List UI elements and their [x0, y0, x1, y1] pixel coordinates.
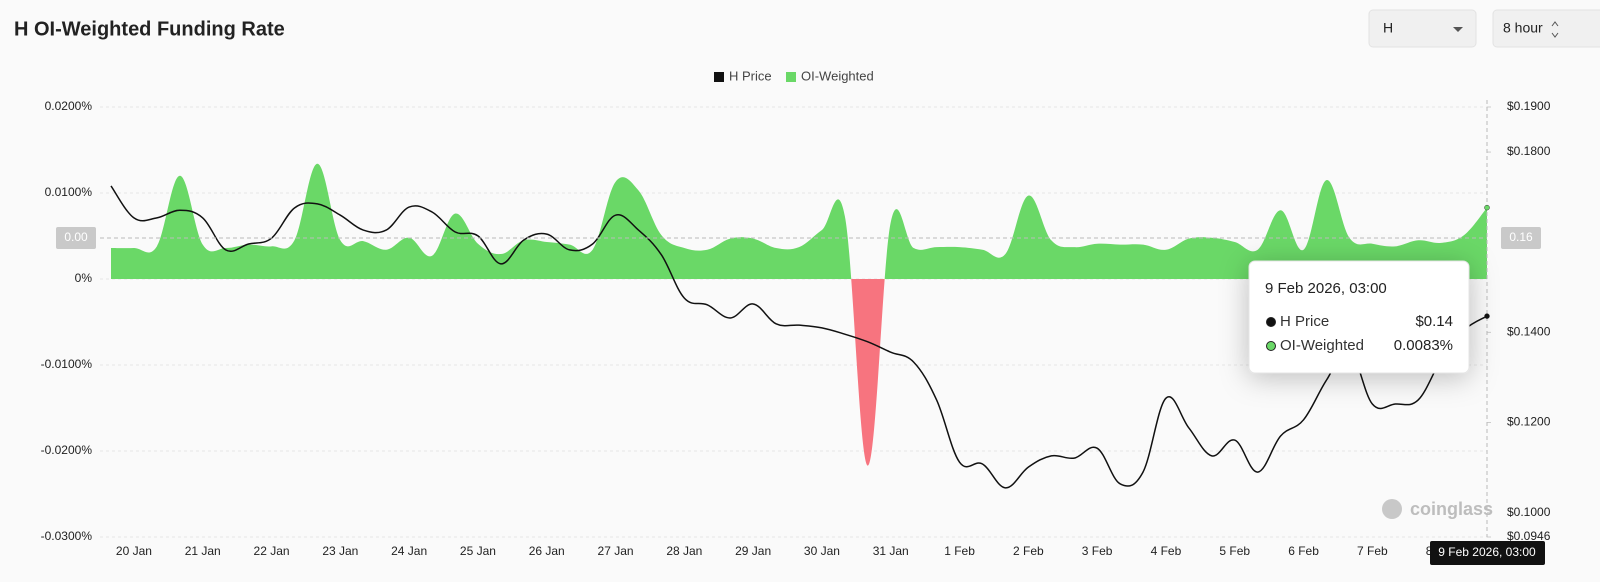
coin-select[interactable] [1368, 9, 1477, 48]
x-tick-label: 21 Jan [185, 544, 221, 558]
crosshair-x-label: 9 Feb 2026, 03:00 [1438, 545, 1536, 559]
x-tick-label: 23 Jan [322, 544, 358, 558]
x-tick-label: 24 Jan [391, 544, 427, 558]
y2-tick-label: $0.1200 [1507, 415, 1551, 429]
hover-dot [1484, 204, 1490, 211]
crosshair-y-label: 0.00 [64, 230, 88, 244]
tooltip-name: H Price [1280, 313, 1329, 330]
y2-tick-label: $0.1400 [1507, 325, 1551, 339]
y2-tick-label: $0.1000 [1507, 505, 1551, 519]
x-tick-label: 3 Feb [1082, 544, 1113, 558]
y-tick-label: 0.0200% [45, 99, 93, 113]
x-tick-label: 28 Jan [666, 544, 702, 558]
watermark: coinglass [1410, 499, 1493, 519]
chart-title: H OI-Weighted Funding Rate [14, 18, 285, 40]
spinner-arrows [1551, 21, 1559, 38]
tooltip-dot [1266, 317, 1276, 327]
y2-tick-label: $0.1800 [1507, 144, 1551, 158]
x-tick-label: 30 Jan [804, 544, 840, 558]
tooltip-dot [1266, 341, 1276, 351]
x-tick-label: 27 Jan [598, 544, 634, 558]
y-tick-label: -0.0100% [41, 357, 93, 371]
crosshair-y2-box [1501, 227, 1541, 249]
y-tick-label: -0.0200% [41, 443, 93, 457]
x-tick-label: 4 Feb [1151, 544, 1182, 558]
x-tick-label: 26 Jan [529, 544, 565, 558]
interval-select[interactable] [1492, 9, 1600, 48]
price-line [110, 185, 1488, 489]
x-tick-label: 1 Feb [944, 544, 975, 558]
y-tick-label: 0% [75, 271, 93, 285]
legend-swatch [786, 72, 796, 82]
funding-area-positive [111, 163, 1487, 279]
coin-select-value: H [1383, 20, 1393, 36]
interval-select-value: 8 hour [1503, 20, 1543, 36]
crosshair-y2-label: 0.16 [1509, 230, 1533, 244]
y2-tick-label: $0.1900 [1507, 99, 1551, 113]
legend-label: H Price [729, 68, 772, 83]
x-tick-label: 2 Feb [1013, 544, 1044, 558]
crosshair-y-box [56, 227, 96, 249]
x-tick-label: 25 Jan [460, 544, 496, 558]
tooltip-value: 0.0083% [1394, 337, 1453, 354]
y-tick-label: -0.0300% [41, 529, 93, 543]
y-tick-label: 0.0100% [45, 185, 93, 199]
x-tick-label: 22 Jan [254, 544, 290, 558]
tooltip-title: 9 Feb 2026, 03:00 [1265, 280, 1387, 297]
legend-label: OI-Weighted [801, 68, 874, 83]
x-tick-label: 5 Feb [1219, 544, 1250, 558]
x-tick-label: 29 Jan [735, 544, 771, 558]
watermark-icon [1382, 499, 1402, 519]
x-tick-label: 31 Jan [873, 544, 909, 558]
x-tick-label: 6 Feb [1288, 544, 1319, 558]
legend-swatch [714, 72, 724, 82]
dropdown-arrow [1453, 27, 1463, 32]
hover-dot [1484, 313, 1490, 319]
crosshair-x-box [1430, 541, 1545, 565]
tooltip-box [1248, 260, 1470, 374]
x-tick-label: 7 Feb [1357, 544, 1388, 558]
tooltip-value: $0.14 [1415, 313, 1453, 330]
tooltip-name: OI-Weighted [1280, 337, 1364, 354]
y2-tick-label: $0.0946 [1507, 529, 1551, 543]
x-tick-label: 20 Jan [116, 544, 152, 558]
